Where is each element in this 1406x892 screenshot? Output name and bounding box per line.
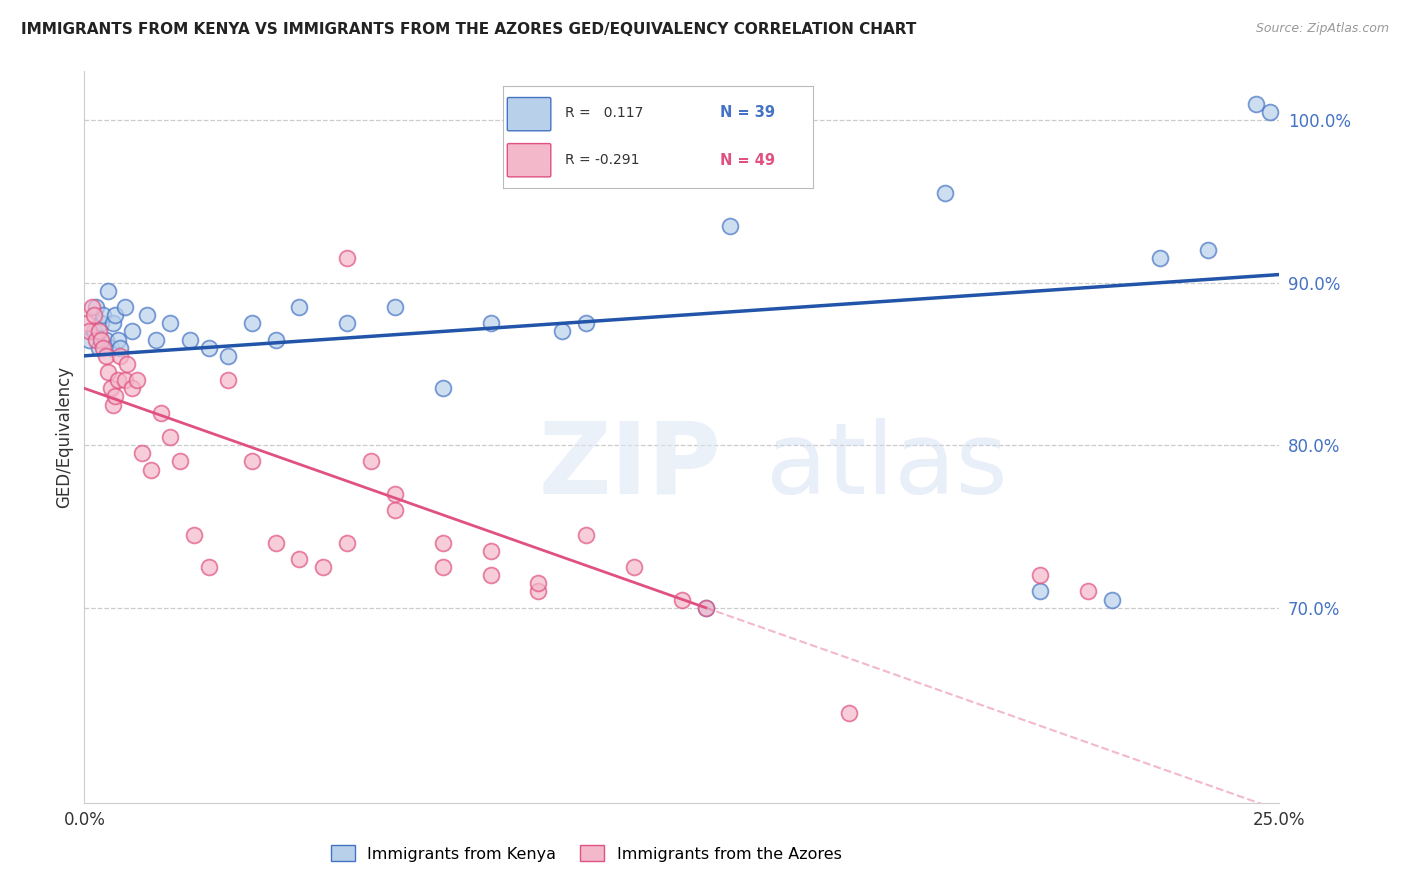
Point <box>479 316 502 330</box>
Point <box>432 560 454 574</box>
Text: ZIP: ZIP <box>538 417 721 515</box>
Point <box>384 503 406 517</box>
Point <box>107 373 129 387</box>
Text: Source: ZipAtlas.com: Source: ZipAtlas.com <box>1256 22 1389 36</box>
Point <box>169 454 191 468</box>
Point <box>1244 96 1267 111</box>
Point <box>97 284 120 298</box>
Point <box>101 398 124 412</box>
Point <box>551 325 574 339</box>
Point <box>141 462 163 476</box>
Point <box>114 373 136 387</box>
Point <box>110 349 132 363</box>
Point <box>100 341 122 355</box>
Point <box>384 300 406 314</box>
Point <box>336 535 359 549</box>
Point <box>104 308 127 322</box>
Point <box>360 454 382 468</box>
Point <box>695 600 717 615</box>
Point <box>1077 584 1099 599</box>
Point <box>1197 243 1219 257</box>
Point <box>94 349 117 363</box>
Point <box>527 576 550 591</box>
Point <box>718 219 741 233</box>
Point <box>87 341 110 355</box>
Point <box>1029 568 1052 582</box>
Point <box>838 706 860 721</box>
Point <box>149 406 172 420</box>
Point <box>101 316 124 330</box>
Point <box>623 560 645 574</box>
Point <box>94 333 117 347</box>
Point <box>90 316 112 330</box>
Point <box>288 300 311 314</box>
Point <box>84 333 107 347</box>
Point <box>87 325 110 339</box>
Point <box>934 186 956 201</box>
Point <box>135 308 157 322</box>
Point <box>671 592 693 607</box>
Point <box>264 333 287 347</box>
Point <box>240 316 263 330</box>
Point <box>527 584 550 599</box>
Point <box>240 454 263 468</box>
Point <box>77 333 100 347</box>
Point <box>93 308 115 322</box>
Point <box>159 316 181 330</box>
Point <box>159 430 181 444</box>
Point <box>312 560 335 574</box>
Point <box>264 535 287 549</box>
Point <box>197 560 219 574</box>
Point <box>104 389 127 403</box>
Point <box>197 341 219 355</box>
Point <box>336 252 359 266</box>
Point <box>90 333 112 347</box>
Point <box>131 446 153 460</box>
Point <box>93 341 115 355</box>
Point <box>100 381 122 395</box>
Point <box>575 316 598 330</box>
Text: atlas: atlas <box>765 417 1007 515</box>
Point <box>384 487 406 501</box>
Point <box>84 300 107 314</box>
Point <box>1258 105 1281 120</box>
Point <box>575 527 598 541</box>
Point <box>432 535 454 549</box>
Point <box>125 373 148 387</box>
Text: IMMIGRANTS FROM KENYA VS IMMIGRANTS FROM THE AZORES GED/EQUIVALENCY CORRELATION : IMMIGRANTS FROM KENYA VS IMMIGRANTS FROM… <box>21 22 917 37</box>
Point <box>77 325 100 339</box>
Point <box>217 349 239 363</box>
Point <box>479 544 502 558</box>
Legend: Immigrants from Kenya, Immigrants from the Azores: Immigrants from Kenya, Immigrants from t… <box>325 838 848 868</box>
Point <box>479 568 502 582</box>
Point <box>217 373 239 387</box>
Point <box>117 357 139 371</box>
Point <box>179 333 201 347</box>
Point <box>83 308 105 322</box>
Point <box>110 341 132 355</box>
Point <box>76 316 98 330</box>
Point <box>97 365 120 379</box>
Point <box>695 600 717 615</box>
Point <box>1149 252 1171 266</box>
Point <box>432 381 454 395</box>
Point <box>83 325 105 339</box>
Point <box>145 333 167 347</box>
Point <box>121 381 143 395</box>
Point <box>1029 584 1052 599</box>
Point <box>183 527 205 541</box>
Point <box>114 300 136 314</box>
Point <box>121 325 143 339</box>
Point <box>107 333 129 347</box>
Point <box>80 300 103 314</box>
Point <box>288 552 311 566</box>
Point <box>336 316 359 330</box>
Point <box>1101 592 1123 607</box>
Y-axis label: GED/Equivalency: GED/Equivalency <box>55 366 73 508</box>
